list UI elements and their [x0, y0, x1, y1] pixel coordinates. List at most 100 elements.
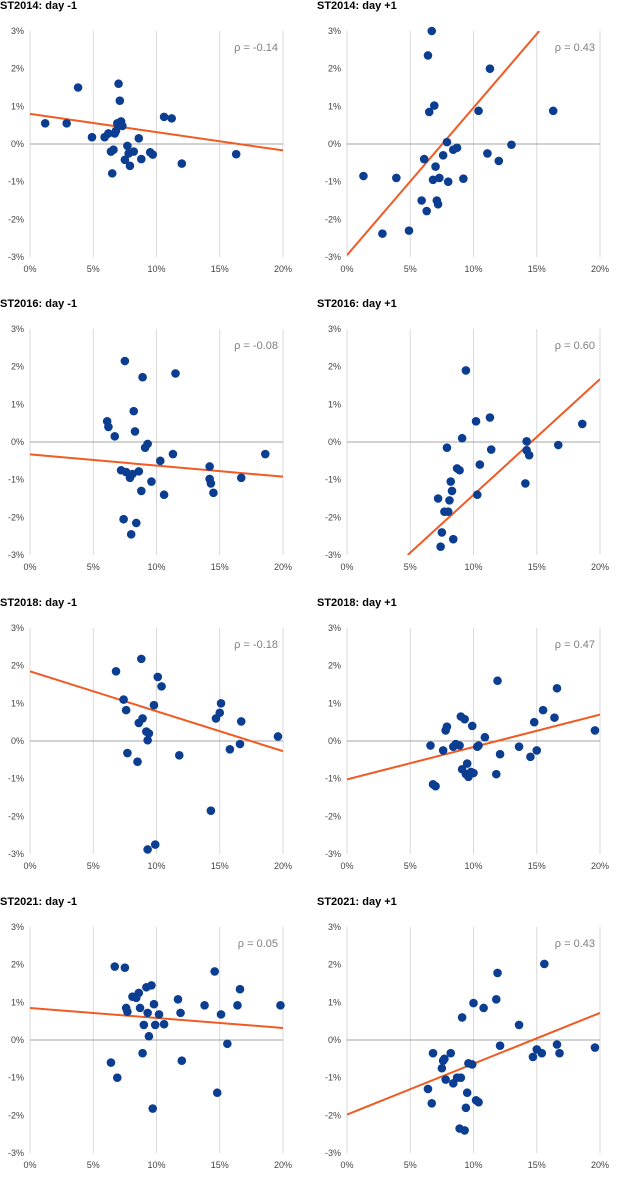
- y-tick-label: -3%: [325, 1148, 341, 1158]
- data-point: [553, 440, 563, 450]
- y-tick-label: 3%: [11, 922, 24, 932]
- data-point: [135, 1003, 145, 1013]
- data-point: [550, 713, 559, 722]
- x-tick-label: 20%: [274, 264, 292, 274]
- data-point: [443, 507, 453, 516]
- data-point: [150, 840, 160, 849]
- data-point: [260, 449, 270, 459]
- x-tick-label: 20%: [591, 1160, 609, 1170]
- y-tick-label: 3%: [328, 623, 341, 633]
- x-tick-label: 0%: [340, 861, 353, 871]
- data-point: [134, 134, 144, 143]
- x-tick-label: 15%: [528, 562, 546, 572]
- data-point: [111, 667, 121, 676]
- data-point: [442, 137, 452, 147]
- data-point: [474, 1097, 483, 1107]
- x-tick-label: 15%: [528, 1160, 546, 1170]
- scatter-plot: 3% 2% 1% 0% -1% -2% -3% 0% 5% 10% 15% 20% ρ = 0.47: [325, 623, 609, 871]
- data-point: [507, 140, 516, 150]
- data-point: [475, 460, 485, 469]
- data-point: [359, 171, 368, 181]
- data-point: [446, 477, 456, 486]
- trend-line: [30, 670, 283, 753]
- data-point: [486, 445, 496, 454]
- scatter-plot: 3% 2% 1% 0% -1% -2% -3% 0% 5% 10% 15% 20% ρ = 0.43: [325, 26, 609, 274]
- y-tick-label: -2%: [8, 214, 24, 224]
- data-point: [134, 988, 144, 998]
- data-point: [474, 106, 483, 116]
- data-point: [438, 151, 448, 160]
- data-point: [154, 1010, 164, 1019]
- data-point: [143, 1008, 152, 1018]
- scatter-plot: 3% 2% 1% 0% -1% -2% -3% 0% 5% 10% 15% 20% ρ = -0.08: [8, 324, 292, 572]
- scatter-panel-4: ST2016: day +1 3% 2% 1% 0% -1% -2% -3% 0% 5% 10% 15…: [317, 298, 633, 593]
- y-tick-label: 0%: [328, 1035, 341, 1045]
- scatter-panel-6: ST2018: day +1 3% 2% 1% 0% -1% -2% -3% 0% 5% 10% 15…: [317, 597, 633, 892]
- data-point: [529, 717, 539, 727]
- y-tick-label: 2%: [328, 64, 341, 74]
- data-point: [469, 998, 478, 1008]
- x-tick-label: 20%: [591, 264, 609, 274]
- data-point: [435, 173, 444, 183]
- x-tick-label: 5%: [87, 264, 100, 274]
- x-tick-label: 0%: [340, 1160, 353, 1170]
- correlation-annotation: ρ = 0.05: [238, 938, 278, 950]
- data-point: [590, 726, 600, 735]
- data-point: [159, 1019, 169, 1029]
- data-point: [225, 744, 235, 754]
- data-point: [460, 1126, 469, 1135]
- y-tick-label: 0%: [11, 1035, 24, 1045]
- data-point: [120, 155, 130, 165]
- y-tick-label: 1%: [328, 101, 341, 111]
- scatter-plot: 3% 2% 1% 0% -1% -2% -3% 0% 5% 10% 15% 20% ρ = -0.18: [8, 623, 292, 871]
- y-tick-label: 1%: [328, 698, 341, 708]
- data-point: [552, 1040, 562, 1049]
- data-point: [552, 683, 562, 693]
- data-point: [143, 439, 152, 449]
- scatter-plot: 3% 2% 1% 0% -1% -2% -3% 0% 5% 10% 15% 20% ρ = -0.14: [8, 26, 292, 274]
- data-point: [417, 196, 426, 205]
- data-point: [143, 735, 152, 745]
- x-tick-label: 5%: [404, 1160, 417, 1170]
- data-point: [495, 1041, 505, 1050]
- data-point: [460, 714, 469, 724]
- data-point: [137, 486, 146, 496]
- data-point: [577, 419, 587, 429]
- y-tick-label: 0%: [328, 437, 341, 447]
- scatter-plot: 3% 2% 1% 0% -1% -2% -3% 0% 5% 10% 15% 20% ρ = 0.43: [325, 922, 609, 1170]
- data-point: [428, 1048, 438, 1058]
- data-point: [109, 145, 118, 154]
- data-point: [427, 26, 437, 36]
- data-point: [112, 1073, 122, 1082]
- x-tick-label: 10%: [147, 562, 165, 572]
- x-tick-label: 10%: [464, 1160, 482, 1170]
- y-tick-label: 2%: [328, 362, 341, 372]
- data-point: [62, 118, 71, 128]
- x-tick-label: 15%: [211, 1160, 229, 1170]
- y-tick-label: -1%: [8, 475, 24, 485]
- data-point: [104, 129, 113, 138]
- correlation-annotation: ρ = 0.60: [555, 340, 595, 352]
- data-point: [150, 1020, 160, 1030]
- data-point: [137, 154, 146, 164]
- data-point: [419, 154, 429, 164]
- data-point: [540, 959, 549, 969]
- data-point: [443, 177, 453, 186]
- x-tick-label: 5%: [87, 1160, 100, 1170]
- data-point: [442, 722, 452, 731]
- data-point: [514, 1020, 524, 1030]
- correlation-annotation: ρ = 0.43: [555, 938, 595, 950]
- data-point: [457, 1013, 467, 1022]
- y-tick-label: 1%: [11, 399, 24, 409]
- y-tick-label: -1%: [8, 177, 24, 187]
- data-point: [404, 226, 414, 235]
- data-point: [467, 1060, 477, 1069]
- y-tick-label: 3%: [328, 26, 341, 36]
- chart-title: ST2018: day -1: [0, 597, 78, 609]
- data-point: [223, 1039, 232, 1049]
- y-tick-label: -1%: [325, 774, 341, 784]
- data-point: [159, 112, 169, 122]
- data-point: [155, 456, 165, 466]
- data-point: [149, 700, 159, 710]
- trend-line: [30, 453, 283, 478]
